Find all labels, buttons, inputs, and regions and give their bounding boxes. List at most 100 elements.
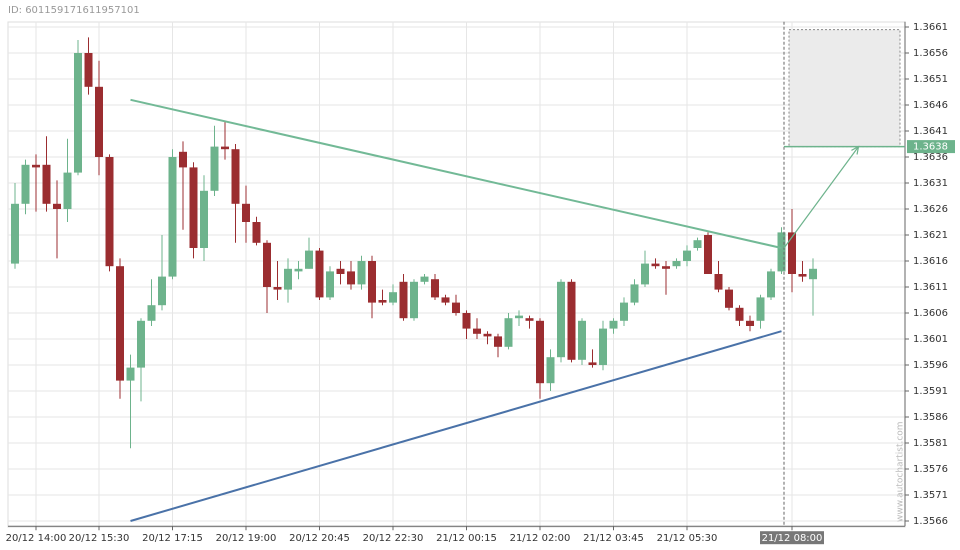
candle-body: [599, 328, 607, 365]
candle-body: [473, 328, 481, 334]
candle-body: [168, 157, 177, 277]
candle-body: [525, 318, 534, 321]
y-tick-label: 1.3596: [913, 360, 948, 371]
candle-body: [504, 318, 513, 347]
x-tick-label: 21/12 02:00: [510, 533, 571, 544]
target-label: 1.3638: [913, 142, 948, 153]
candle-body: [315, 250, 324, 298]
candle-body: [714, 274, 723, 290]
x-tick-highlight: [760, 531, 824, 545]
y-tick-label: 1.3621: [913, 230, 948, 241]
candle-body: [483, 333, 492, 337]
candle-body: [704, 235, 712, 274]
x-tick-label: 20/12 22:30: [363, 533, 424, 544]
candle-body: [42, 164, 51, 204]
y-tick-label: 1.3651: [913, 74, 948, 85]
candle-body: [326, 271, 334, 298]
candle-body: [588, 362, 597, 365]
candle-body: [53, 203, 61, 209]
candle-body: [578, 320, 586, 360]
candle-body: [179, 151, 187, 168]
candle-body: [651, 263, 660, 267]
candle-body: [410, 281, 418, 319]
candle-body: [641, 263, 649, 285]
candle-body: [84, 53, 93, 87]
candle-body: [399, 281, 408, 319]
candle-body: [441, 297, 450, 303]
candle-body: [683, 250, 691, 261]
candle-body: [21, 164, 30, 204]
candle-body: [515, 315, 523, 319]
y-tick-label: 1.3606: [913, 308, 948, 319]
y-tick-label: 1.3586: [913, 412, 948, 423]
candle-body: [788, 232, 796, 274]
candle-body: [431, 279, 439, 298]
candle-body: [263, 242, 271, 287]
candle-body: [74, 53, 82, 173]
candle-body: [32, 164, 40, 168]
candle-body: [452, 302, 460, 313]
candle-body: [221, 146, 229, 150]
x-tick-label: 21/12 03:45: [583, 533, 644, 544]
x-tick-label: 21/12 08:00: [762, 533, 823, 544]
candle-body: [746, 320, 754, 326]
forecast-arrow: [783, 146, 859, 249]
candle-body: [725, 289, 733, 308]
candle-body: [462, 313, 471, 329]
y-tick-label: 1.3576: [913, 464, 948, 475]
x-tick-label: 21/12 05:30: [657, 533, 718, 544]
y-tick-label: 1.3601: [913, 334, 948, 345]
candle-body: [809, 268, 817, 280]
x-tick-label: 20/12 19:00: [216, 533, 277, 544]
y-tick-label: 1.3616: [913, 256, 948, 267]
candle-body: [536, 320, 544, 384]
y-tick-label: 1.3646: [913, 100, 948, 111]
y-tick-label: 1.3626: [913, 204, 948, 215]
candle-body: [11, 203, 19, 264]
candle-body: [798, 274, 807, 277]
candle-body: [389, 292, 397, 303]
candle-body: [546, 357, 555, 384]
candle-body: [735, 307, 744, 321]
y-tick-label: 1.3656: [913, 48, 948, 59]
candle-body: [420, 276, 429, 282]
y-tick-label: 1.3631: [913, 178, 948, 189]
target-label-box: [907, 140, 955, 154]
trendline: [130, 98, 782, 249]
candle-body: [336, 268, 345, 274]
candle-body: [210, 146, 219, 191]
candle-body: [620, 302, 628, 321]
candle-body: [767, 271, 775, 298]
candle-body: [242, 203, 250, 222]
candle-body: [147, 305, 156, 321]
forecast-arrow-head: [851, 145, 860, 155]
candle-body: [200, 190, 208, 248]
candle-body: [357, 261, 366, 285]
y-tick-label: 1.3566: [913, 516, 948, 527]
candle-body: [305, 250, 313, 269]
candle-body: [347, 271, 355, 285]
candle-body: [557, 281, 565, 358]
candle-body: [368, 261, 376, 303]
candle-body: [672, 261, 681, 267]
candle-body: [252, 222, 261, 243]
chart-id: ID: 601159171611957101: [8, 5, 140, 16]
y-tick-label: 1.3636: [913, 152, 948, 163]
candle-body: [95, 86, 103, 157]
candle-body: [630, 284, 639, 303]
candle-body: [63, 172, 72, 209]
y-tick-label: 1.3611: [913, 282, 948, 293]
trendline: [130, 330, 782, 522]
candle-body: [567, 281, 576, 360]
candle-body: [494, 336, 502, 347]
candle-body: [756, 297, 765, 321]
candle-body: [294, 268, 303, 272]
candle-body: [273, 287, 282, 290]
y-tick-label: 1.3591: [913, 386, 948, 397]
y-tick-label: 1.3661: [913, 22, 948, 33]
watermark: www.autochartist.com: [896, 421, 906, 522]
x-tick-label: 20/12 15:30: [69, 533, 130, 544]
x-tick-label: 21/12 00:15: [436, 533, 497, 544]
candle-body: [189, 167, 198, 248]
